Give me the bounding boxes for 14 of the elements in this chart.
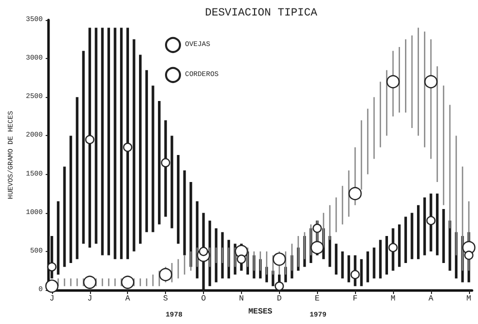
x-tick-label: D: [276, 294, 282, 304]
x-tick-label: E: [314, 294, 320, 304]
x-tick-label: J: [87, 294, 92, 304]
x-tick-label: A: [428, 294, 434, 304]
x-tick-label: M: [466, 294, 472, 304]
x-tick-label: J: [49, 294, 54, 304]
x-tick-label: M: [390, 294, 396, 304]
x-tick-label: F: [352, 294, 358, 304]
x-tick-label: O: [201, 294, 206, 304]
x-tick-label: A: [125, 294, 130, 304]
x-axis-title: MESES: [248, 307, 273, 316]
x-tick-label: S: [163, 294, 168, 304]
chart-title: DESVIACION TIPICA: [205, 8, 318, 20]
x-tick-label: N: [238, 294, 244, 304]
